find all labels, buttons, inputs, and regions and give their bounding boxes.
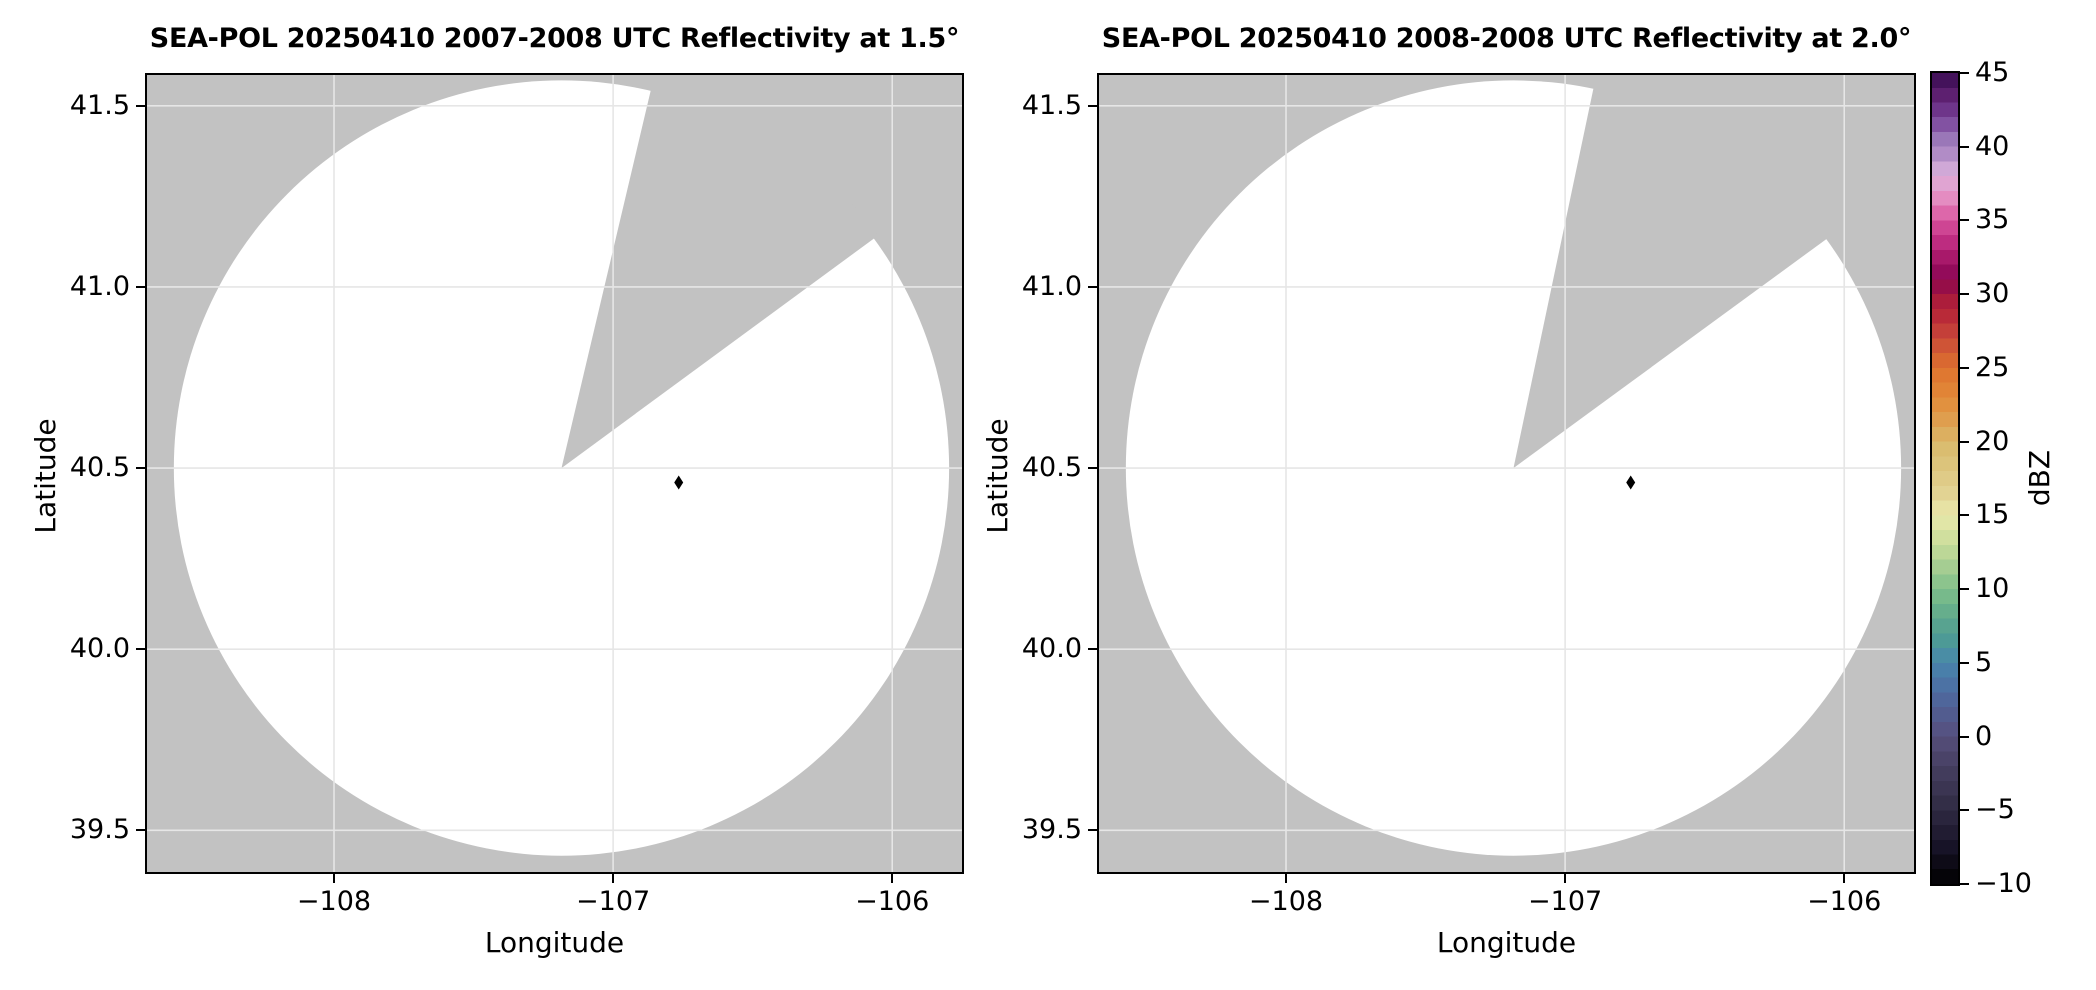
y-tick [136,467,145,470]
missing-sector-wedge [1513,83,1831,469]
y-tick [1088,829,1097,832]
colorbar-tick-label: 15 [1975,499,2010,531]
colorbar-tick [1960,735,1969,738]
y-tick [1088,648,1097,651]
colorbar-tick [1960,661,1969,664]
panel-title: SEA-POL 20250410 2008-2008 UTC Reflectiv… [1101,23,1912,54]
panel-title: SEA-POL 20250410 2007-2008 UTC Reflectiv… [149,23,960,54]
x-tick-label: −108 [1248,886,1324,917]
colorbar-tick-label: 25 [1975,351,2010,383]
colorbar-tick [1960,883,1969,885]
colorbar-tick-label: 40 [1975,130,2010,162]
colorbar-tick [1960,514,1969,517]
x-tick [1285,874,1287,883]
y-axis-label: Latitude [981,418,1014,534]
x-tick [891,874,894,883]
colorbar-tick [1960,145,1969,148]
x-tick [333,874,335,883]
y-tick-label: 41.0 [1021,270,1082,302]
x-tick-label: −107 [1528,886,1603,917]
y-tick-label: 40.0 [1021,633,1082,665]
y-tick-label: 39.5 [1021,814,1082,846]
y-tick [1088,104,1097,107]
colorbar-tick-label: 20 [1975,425,2010,457]
gridlines [147,75,962,872]
y-tick-label: 41.0 [69,270,130,302]
colorbar-tick-label: −5 [1975,794,2015,826]
radar-ppi-plot [147,75,962,872]
colorbar-tick [1960,588,1969,591]
colorbar-tick [1960,440,1969,443]
radar-panel-left: SEA-POL 20250410 2007-2008 UTC Reflectiv… [29,23,964,959]
x-tick-label: −108 [296,886,372,917]
x-tick [1564,874,1567,883]
y-tick [136,648,145,651]
colorbar-tick [1960,72,1969,74]
y-axis-label: Latitude [29,418,62,534]
y-tick [1088,467,1097,470]
colorbar-label: dBZ [2023,449,2056,507]
plot-area [1097,73,1916,874]
x-tick-label: −106 [855,886,930,917]
missing-sector-wedge [561,86,878,469]
colorbar [1930,71,1960,886]
plot-area [145,73,964,874]
x-tick-label: −107 [576,886,651,917]
y-tick [136,285,145,288]
colorbar-tick-label: 35 [1975,204,2010,236]
y-tick-label: 40.5 [69,452,130,484]
colorbar-tick [1960,809,1969,812]
y-tick [136,104,145,107]
gridlines [1099,75,1914,872]
x-tick [612,874,615,883]
colorbar-tick-label: 30 [1975,278,2010,310]
y-tick-label: 40.5 [1021,452,1082,484]
colorbar-tick-label: 5 [1975,646,1993,678]
y-tick [1088,285,1097,288]
colorbar-tick [1960,293,1969,296]
colorbar-tick-label: 0 [1975,720,1993,752]
y-tick [136,829,145,832]
y-tick-label: 39.5 [69,814,130,846]
radar-ppi-plot [1099,75,1914,872]
data-point-diamond [1626,475,1636,490]
y-tick-label: 40.0 [69,633,130,665]
x-axis-label: Longitude [484,926,625,959]
x-tick-label: −106 [1807,886,1882,917]
colorbar-tick-label: 45 [1975,57,2010,88]
colorbar-tick [1960,219,1969,222]
y-tick-label: 41.5 [1021,89,1082,121]
colorbar-tick [1960,366,1969,369]
y-tick-label: 41.5 [69,89,130,121]
colorbar-tick-label: −10 [1975,868,2032,899]
colorbar-tick-label: 10 [1975,573,2010,605]
x-axis-label: Longitude [1436,926,1577,959]
radar-panel-right: SEA-POL 20250410 2008-2008 UTC Reflectiv… [952,0,2000,990]
x-tick [1843,874,1846,883]
data-point-diamond [674,475,684,490]
